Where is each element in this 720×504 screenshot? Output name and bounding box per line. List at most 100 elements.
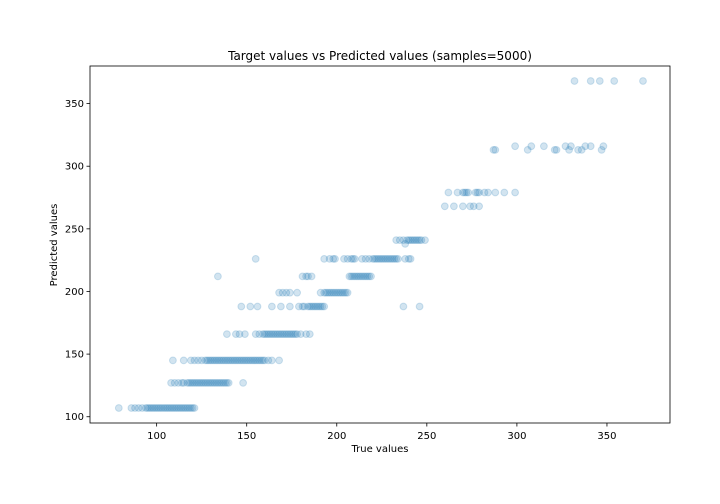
- data-point: [242, 356, 251, 365]
- data-point: [232, 330, 240, 339]
- data-point: [314, 302, 323, 311]
- data-point: [597, 146, 606, 154]
- data-point: [255, 330, 264, 339]
- data-point: [260, 356, 269, 365]
- data-point: [298, 302, 307, 311]
- data-point: [359, 272, 368, 281]
- y-tick-label: 300: [65, 162, 84, 173]
- data-point: [246, 302, 255, 311]
- data-point: [298, 272, 307, 281]
- data-point: [489, 146, 498, 154]
- data-point: [282, 330, 291, 339]
- data-point: [233, 356, 242, 365]
- data-point: [170, 404, 179, 412]
- data-point: [145, 404, 154, 412]
- data-point: [300, 302, 309, 311]
- data-point: [401, 240, 410, 248]
- data-point: [318, 302, 327, 311]
- data-point: [475, 202, 484, 211]
- data-point: [215, 379, 224, 387]
- x-axis-ticks: 100 150 200 250 300 350: [147, 423, 617, 442]
- data-point: [356, 272, 365, 281]
- data-point: [370, 255, 379, 263]
- data-point: [581, 142, 590, 151]
- data-point: [172, 404, 181, 412]
- data-point: [206, 356, 215, 365]
- data-point: [372, 255, 381, 263]
- data-point: [217, 356, 226, 365]
- data-point: [161, 404, 170, 412]
- data-point: [174, 404, 183, 412]
- data-point: [221, 356, 230, 365]
- x-tick-label: 300: [507, 431, 526, 442]
- data-point: [199, 379, 208, 387]
- data-point: [639, 77, 647, 85]
- data-point: [134, 404, 143, 412]
- data-point: [459, 202, 467, 211]
- data-point: [610, 77, 619, 85]
- data-point: [259, 330, 267, 339]
- data-point: [268, 330, 276, 339]
- data-point: [223, 330, 231, 339]
- data-point: [158, 404, 166, 412]
- data-point: [278, 330, 287, 339]
- data-point: [188, 379, 197, 387]
- data-point: [268, 302, 276, 311]
- data-point: [277, 330, 285, 339]
- data-point: [188, 404, 197, 412]
- data-point: [201, 356, 210, 365]
- data-point: [149, 404, 157, 412]
- data-point: [304, 302, 312, 311]
- data-point: [259, 356, 267, 365]
- data-point: [307, 302, 316, 311]
- data-point: [345, 272, 354, 281]
- data-point: [219, 379, 228, 387]
- data-point: [313, 302, 321, 311]
- data-point: [325, 288, 334, 297]
- data-point: [156, 404, 165, 412]
- data-point: [176, 404, 185, 412]
- data-point: [401, 255, 410, 263]
- data-point: [221, 379, 230, 387]
- data-point: [210, 379, 219, 387]
- data-point: [275, 356, 284, 365]
- data-point: [383, 255, 392, 263]
- data-point: [327, 288, 336, 297]
- data-point: [336, 288, 345, 297]
- data-point: [444, 188, 453, 197]
- data-point: [395, 236, 404, 245]
- data-point: [500, 188, 509, 197]
- data-point: [388, 255, 397, 263]
- data-point: [214, 272, 222, 281]
- data-point: [203, 379, 212, 387]
- data-point: [341, 288, 350, 297]
- data-point: [286, 330, 294, 339]
- data-point: [390, 255, 399, 263]
- data-point: [381, 255, 390, 263]
- data-point: [511, 188, 519, 197]
- data-point: [599, 142, 608, 151]
- data-point: [253, 356, 262, 365]
- data-point: [406, 255, 415, 263]
- data-point: [152, 404, 161, 412]
- data-point: [169, 404, 177, 412]
- data-point: [338, 288, 347, 297]
- data-point: [460, 188, 469, 197]
- data-point: [214, 356, 222, 365]
- data-point: [293, 288, 302, 297]
- data-point: [322, 288, 330, 297]
- data-point: [293, 330, 302, 339]
- data-point: [561, 142, 570, 151]
- y-tick-label: 200: [65, 287, 84, 298]
- data-point: [343, 288, 352, 297]
- data-point: [235, 356, 244, 365]
- data-point: [187, 404, 195, 412]
- data-point: [484, 188, 493, 197]
- data-point: [179, 404, 188, 412]
- data-point: [413, 236, 422, 245]
- data-point: [527, 142, 536, 151]
- data-point: [266, 330, 275, 339]
- data-point: [251, 356, 260, 365]
- data-point: [349, 255, 357, 263]
